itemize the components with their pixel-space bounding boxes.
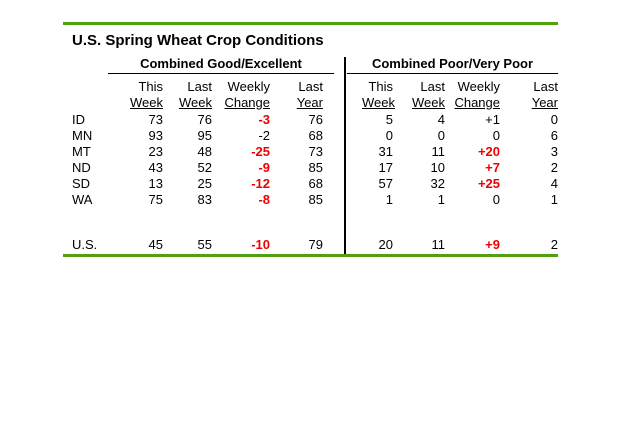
value-cell: 76 [197, 112, 212, 127]
column-header-pvp-year: Year [531, 95, 558, 110]
spacer-cell [323, 95, 362, 112]
value-cell: 48 [197, 144, 212, 159]
state-label: MN [72, 128, 93, 143]
weekly-change-cell: 0 [492, 128, 500, 143]
column-header-pvp-this: This [368, 79, 393, 94]
spacer-cell [72, 79, 128, 95]
value-cell: 45 [148, 237, 163, 252]
weekly-change-cell: -25 [251, 144, 270, 159]
weekly-change-cell: +20 [477, 144, 500, 159]
value-cell: 73 [308, 144, 323, 159]
value-cell: 85 [308, 160, 323, 175]
spacer-cell [323, 237, 362, 253]
value-cell: 0 [385, 128, 393, 143]
value-cell: 2 [550, 160, 558, 175]
value-cell: 85 [308, 192, 323, 207]
value-cell: 75 [148, 192, 163, 207]
column-header-ge-lastyr: Last [298, 79, 323, 94]
value-cell: 1 [437, 192, 445, 207]
value-cell: 0 [550, 112, 558, 127]
value-cell: 23 [148, 144, 163, 159]
column-header-ge-change: Change [224, 95, 270, 110]
column-header-ge-year: Year [296, 95, 323, 110]
state-label: SD [72, 176, 91, 191]
column-header-pvp-lastyr: Last [533, 79, 558, 94]
weekly-change-cell: -12 [251, 176, 270, 191]
state-label: ID [72, 112, 85, 127]
state-label: WA [72, 192, 93, 207]
value-cell: 13 [148, 176, 163, 191]
top-green-rule [63, 22, 558, 25]
column-header-pvp-weekly: Weekly [457, 79, 500, 94]
state-label: MT [72, 144, 91, 159]
spacer-cell [323, 176, 362, 192]
weekly-change-cell: -9 [258, 160, 270, 175]
us-total-label: U.S. [72, 237, 98, 252]
value-cell: 31 [378, 144, 393, 159]
value-cell: 25 [197, 176, 212, 191]
column-header-ge-week2: Week [179, 95, 212, 110]
crop-conditions-table: This Last Weekly Last This Last Weekly L… [72, 79, 558, 253]
weekly-change-cell: -2 [258, 128, 270, 143]
value-cell: 55 [197, 237, 212, 252]
value-cell: 5 [385, 112, 393, 127]
page-title: U.S. Spring Wheat Crop Conditions [72, 32, 324, 49]
value-cell: 4 [437, 112, 445, 127]
weekly-change-cell: +1 [485, 112, 500, 127]
value-cell: 83 [197, 192, 212, 207]
value-cell: 68 [308, 128, 323, 143]
weekly-change-cell: +7 [485, 160, 500, 175]
column-header-ge-this: This [138, 79, 163, 94]
weekly-change-cell: -8 [258, 192, 270, 207]
column-header-ge-weekly: Weekly [227, 79, 270, 94]
column-header-ge-last: Last [187, 79, 212, 94]
section-header-poor-very-poor: Combined Poor/Very Poor [347, 56, 558, 74]
weekly-change-cell: -3 [258, 112, 270, 127]
value-cell: 11 [431, 237, 446, 252]
spacer-cell [323, 160, 362, 176]
column-header-pvp-change: Change [454, 95, 500, 110]
value-cell: 1 [550, 192, 558, 207]
column-header-pvp-last: Last [420, 79, 445, 94]
spacer-cell [323, 144, 362, 160]
value-cell: 68 [308, 176, 323, 191]
value-cell: 20 [378, 237, 393, 252]
spacer-cell [323, 112, 362, 128]
value-cell: 57 [378, 176, 393, 191]
value-cell: 73 [148, 112, 163, 127]
value-cell: 76 [308, 112, 323, 127]
section-header-good-excellent: Combined Good/Excellent [108, 56, 334, 74]
value-cell: 2 [550, 237, 558, 252]
weekly-change-cell: 0 [492, 192, 500, 207]
bottom-green-rule [63, 254, 558, 257]
column-header-pvp-week1: Week [362, 95, 395, 110]
value-cell: 79 [308, 237, 323, 252]
value-cell: 43 [148, 160, 163, 175]
value-cell: 1 [385, 192, 393, 207]
column-header-ge-week1: Week [130, 95, 163, 110]
section-divider-line [344, 57, 346, 254]
value-cell: 32 [430, 176, 445, 191]
value-cell: 93 [148, 128, 163, 143]
value-cell: 52 [197, 160, 212, 175]
value-cell: 3 [550, 144, 558, 159]
value-cell: 10 [430, 160, 445, 175]
state-label: ND [72, 160, 91, 175]
value-cell: 11 [431, 144, 446, 159]
spacer-cell [323, 128, 362, 144]
spacer-cell [72, 95, 128, 112]
value-cell: 6 [550, 128, 558, 143]
spacer-cell [323, 79, 362, 95]
weekly-change-cell: +25 [477, 176, 500, 191]
weekly-change-cell: -10 [251, 237, 270, 252]
value-cell: 4 [550, 176, 558, 191]
value-cell: 95 [197, 128, 212, 143]
value-cell: 0 [437, 128, 445, 143]
value-cell: 17 [378, 160, 393, 175]
weekly-change-cell: +9 [485, 237, 500, 252]
blank-row [72, 208, 558, 237]
spacer-cell [323, 192, 362, 208]
column-header-pvp-week2: Week [412, 95, 445, 110]
